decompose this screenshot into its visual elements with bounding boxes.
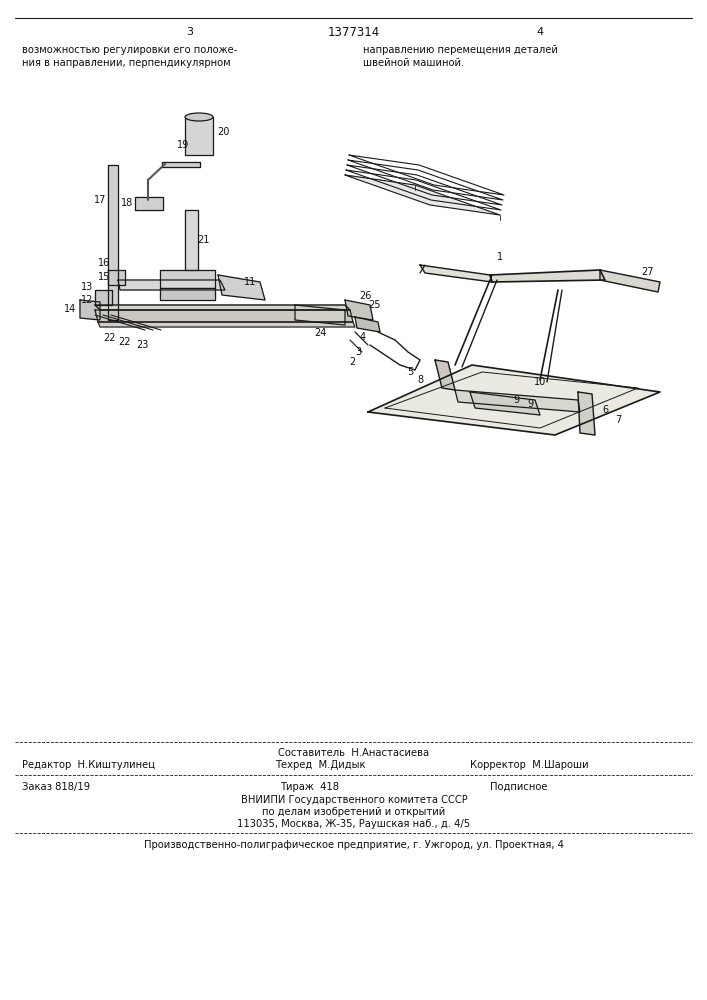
Polygon shape	[95, 290, 112, 305]
Polygon shape	[98, 322, 355, 327]
Text: 27: 27	[642, 267, 654, 277]
Polygon shape	[218, 275, 265, 300]
Text: 13: 13	[81, 282, 93, 292]
Polygon shape	[80, 300, 100, 320]
Text: 26: 26	[359, 291, 371, 301]
Text: направлению перемещения деталей: направлению перемещения деталей	[363, 45, 558, 55]
Text: 5: 5	[407, 367, 413, 377]
Polygon shape	[95, 305, 350, 310]
Polygon shape	[295, 305, 345, 325]
Polygon shape	[345, 175, 500, 215]
Polygon shape	[345, 300, 373, 320]
Polygon shape	[95, 310, 353, 322]
Text: 14: 14	[64, 304, 76, 314]
Text: 8: 8	[417, 375, 423, 385]
Text: по делам изобретений и открытий: по делам изобретений и открытий	[262, 807, 445, 817]
Text: 12: 12	[81, 295, 93, 305]
Polygon shape	[435, 360, 455, 390]
Text: Составитель  Н.Анастасиева: Составитель Н.Анастасиева	[279, 748, 430, 758]
Text: 4: 4	[360, 332, 366, 342]
Polygon shape	[135, 197, 163, 210]
Text: 11: 11	[244, 277, 256, 287]
Text: 22: 22	[119, 337, 132, 347]
Text: 20: 20	[217, 127, 229, 137]
Text: 6: 6	[602, 405, 608, 415]
Polygon shape	[162, 162, 200, 167]
Text: 7: 7	[615, 415, 621, 425]
Text: 25: 25	[369, 300, 381, 310]
Polygon shape	[108, 270, 125, 285]
Text: 1377314: 1377314	[328, 25, 380, 38]
Text: Заказ 818/19: Заказ 818/19	[22, 782, 90, 792]
Text: 17: 17	[94, 195, 106, 205]
Text: 4: 4	[537, 27, 544, 37]
Polygon shape	[578, 392, 595, 435]
Text: возможностью регулировки его положе-: возможностью регулировки его положе-	[22, 45, 238, 55]
Polygon shape	[455, 390, 580, 412]
Polygon shape	[368, 365, 660, 435]
Bar	[185, 117, 213, 155]
Text: 10: 10	[534, 377, 546, 387]
Polygon shape	[470, 392, 540, 415]
Text: 21: 21	[197, 235, 209, 245]
Text: 3: 3	[187, 27, 194, 37]
Text: Корректор  М.Шароши: Корректор М.Шароши	[470, 760, 589, 770]
Text: 22: 22	[104, 333, 116, 343]
Polygon shape	[160, 270, 215, 288]
Text: ВНИИПИ Государственного комитета СССР: ВНИИПИ Государственного комитета СССР	[240, 795, 467, 805]
Text: 19: 19	[177, 140, 189, 150]
Polygon shape	[118, 280, 225, 290]
Text: Техред  М.Дидык: Техред М.Дидык	[275, 760, 366, 770]
Polygon shape	[420, 265, 492, 282]
Text: 23: 23	[136, 340, 148, 350]
Text: 18: 18	[121, 198, 133, 208]
Text: ния в направлении, перпендикулярном: ния в направлении, перпендикулярном	[22, 58, 230, 68]
Polygon shape	[490, 270, 605, 282]
Polygon shape	[160, 288, 215, 300]
Text: Производственно-полиграфическое предприятие, г. Ужгород, ул. Проектная, 4: Производственно-полиграфическое предприя…	[144, 840, 564, 850]
Polygon shape	[108, 165, 118, 320]
Text: 113035, Москва, Ж-35, Раушская наб., д. 4/5: 113035, Москва, Ж-35, Раушская наб., д. …	[238, 819, 471, 829]
Text: 2: 2	[349, 357, 355, 367]
Text: швейной машиной.: швейной машиной.	[363, 58, 464, 68]
Polygon shape	[355, 317, 380, 332]
Text: Подписное: Подписное	[490, 782, 547, 792]
Polygon shape	[600, 270, 660, 292]
Text: 1: 1	[497, 252, 503, 262]
Polygon shape	[185, 210, 198, 270]
Text: 9: 9	[513, 395, 519, 405]
Text: 3: 3	[355, 347, 361, 357]
Text: Редактор  Н.Киштулинец: Редактор Н.Киштулинец	[22, 760, 155, 770]
Text: 24: 24	[314, 328, 326, 338]
Ellipse shape	[185, 113, 213, 121]
Text: 9: 9	[527, 399, 533, 409]
Text: 16: 16	[98, 258, 110, 268]
Text: 15: 15	[98, 272, 110, 282]
Text: Тираж  418: Тираж 418	[280, 782, 339, 792]
